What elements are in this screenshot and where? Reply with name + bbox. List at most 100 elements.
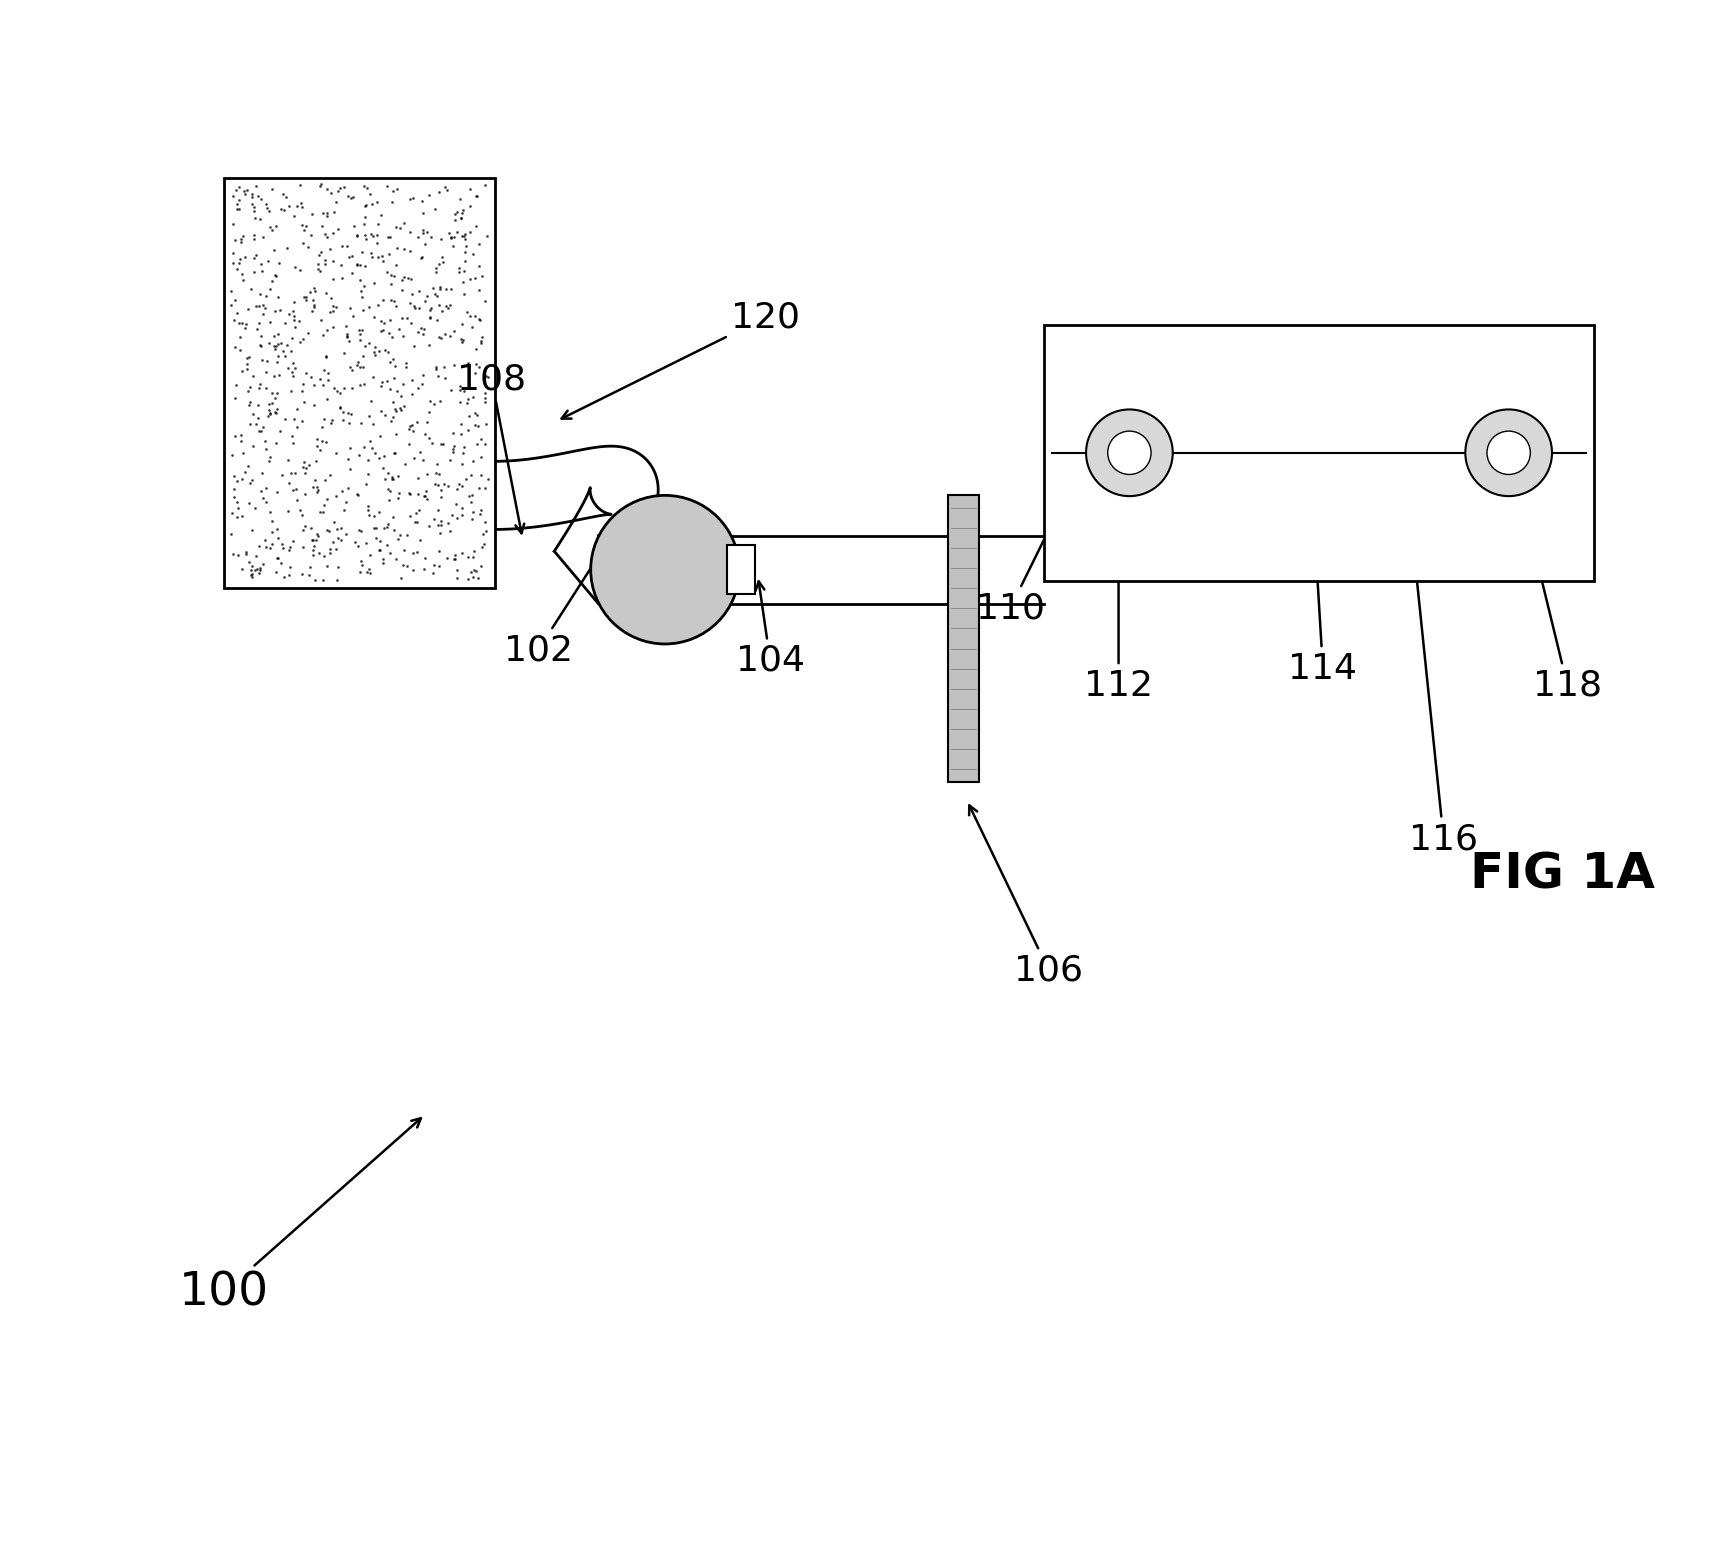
Point — [474, 375, 501, 399]
Point — [347, 560, 374, 585]
Point — [225, 175, 252, 200]
Point — [436, 519, 464, 543]
Point — [452, 234, 479, 259]
Point — [299, 299, 326, 324]
Point — [230, 460, 258, 485]
Point — [448, 223, 476, 248]
Point — [465, 413, 493, 438]
Point — [312, 430, 340, 455]
Point — [376, 350, 403, 375]
Point — [288, 534, 316, 559]
Point — [410, 447, 438, 472]
Point — [390, 393, 417, 418]
Point — [297, 515, 325, 540]
Point — [311, 358, 338, 382]
Point — [225, 495, 252, 520]
Point — [407, 246, 434, 271]
Point — [443, 557, 470, 582]
Point — [306, 173, 333, 198]
Point — [426, 389, 453, 413]
Point — [371, 515, 398, 540]
Point — [350, 372, 378, 396]
Point — [220, 240, 247, 265]
Point — [410, 362, 438, 387]
Point — [258, 381, 285, 406]
Point — [440, 351, 467, 376]
Point — [422, 283, 450, 308]
Point — [361, 441, 388, 466]
Point — [290, 461, 318, 486]
Point — [228, 503, 256, 528]
Point — [335, 412, 362, 437]
Point — [244, 316, 271, 341]
Point — [462, 303, 489, 328]
Point — [378, 325, 405, 350]
Point — [276, 554, 304, 579]
Point — [283, 194, 311, 218]
Point — [409, 218, 436, 243]
Point — [422, 197, 450, 221]
Point — [232, 181, 259, 206]
Point — [421, 392, 448, 416]
Point — [410, 201, 438, 226]
Point — [234, 540, 261, 565]
Point — [252, 348, 280, 373]
Point — [446, 255, 474, 280]
Point — [288, 231, 316, 255]
Point — [240, 198, 268, 223]
Point — [328, 266, 355, 291]
Point — [316, 237, 343, 262]
Point — [345, 517, 373, 542]
Point — [323, 441, 350, 466]
Point — [292, 288, 319, 313]
Point — [455, 567, 482, 591]
Point — [235, 412, 263, 437]
Point — [455, 418, 482, 443]
Point — [218, 522, 246, 546]
Point — [397, 186, 424, 211]
Bar — [223, 178, 494, 588]
Point — [333, 489, 361, 514]
Point — [297, 223, 325, 248]
Point — [441, 492, 469, 517]
Point — [221, 424, 249, 449]
Point — [309, 322, 337, 347]
Text: FIG 1A: FIG 1A — [1470, 850, 1655, 899]
Point — [412, 485, 440, 509]
Point — [311, 248, 338, 272]
Point — [306, 367, 333, 392]
Point — [232, 245, 259, 269]
Point — [383, 546, 410, 571]
Point — [354, 497, 381, 522]
Point — [252, 376, 280, 401]
Bar — [1044, 325, 1593, 580]
Point — [244, 392, 271, 416]
Point — [426, 522, 453, 546]
Point — [354, 494, 381, 519]
Point — [266, 551, 294, 576]
Point — [251, 296, 278, 320]
Point — [448, 474, 476, 498]
Point — [307, 500, 335, 525]
Point — [295, 452, 323, 477]
Point — [223, 192, 251, 217]
Point — [412, 478, 440, 503]
Point — [422, 308, 450, 333]
Bar — [726, 545, 755, 594]
Point — [391, 351, 419, 376]
Point — [467, 444, 494, 469]
Point — [225, 543, 252, 568]
Point — [379, 505, 407, 529]
Point — [374, 488, 402, 512]
Point — [249, 551, 276, 576]
Point — [235, 297, 263, 322]
Point — [264, 362, 292, 387]
Point — [306, 540, 333, 565]
Point — [318, 410, 345, 435]
Point — [403, 375, 431, 399]
Point — [237, 390, 264, 415]
Point — [364, 212, 391, 237]
Point — [316, 540, 343, 565]
Point — [234, 178, 261, 203]
Point — [458, 500, 486, 525]
